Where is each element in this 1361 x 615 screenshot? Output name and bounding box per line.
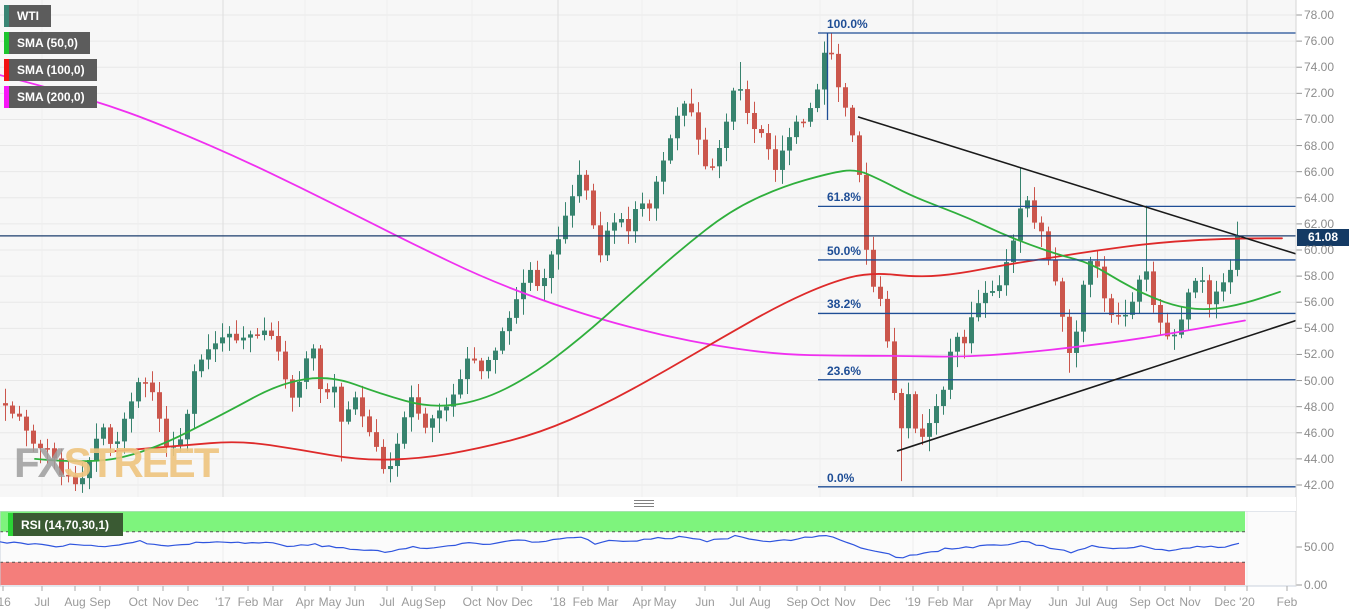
time-axis-label: Sep — [1129, 595, 1151, 609]
time-axis-label: '19 — [905, 595, 921, 609]
price-axis-label: 46.00 — [1304, 425, 1335, 440]
sma100-color-swatch — [4, 59, 9, 81]
fxstreet-watermark: FXSTREET — [14, 439, 220, 486]
rsi-axis-label: 0.00 — [1304, 578, 1328, 592]
time-axis-label: Sep — [89, 595, 111, 609]
time-axis-label: Jun — [695, 595, 715, 609]
time-axis-label: Feb — [237, 595, 259, 609]
legend-sma100-label: SMA (100,0) — [17, 63, 85, 77]
fib-level-label: 38.2% — [827, 297, 862, 312]
price-axis-label: 64.00 — [1304, 190, 1335, 205]
panel-splitter[interactable] — [0, 497, 1296, 511]
time-axis-label: Jul — [34, 595, 50, 609]
legend-sma200-label: SMA (200,0) — [17, 90, 85, 104]
time-axis-label: Jun — [1048, 595, 1068, 609]
time-axis-label: Feb — [1276, 595, 1298, 609]
time-axis-label: Oct — [128, 595, 148, 609]
time-axis-label: Apr — [987, 595, 1007, 609]
time-axis-label: Apr — [632, 595, 652, 609]
fib-level-label: 0.0% — [827, 470, 855, 485]
price-axis-label: 76.00 — [1304, 34, 1335, 49]
price-axis-label: 66.00 — [1304, 164, 1335, 179]
fib-level-label: 100.0% — [827, 17, 868, 32]
wti-color-swatch — [4, 5, 9, 27]
rsi-axis-label: 50.00 — [1304, 540, 1335, 554]
legend-wti[interactable]: WTI — [4, 5, 51, 27]
time-axis-label: May — [318, 595, 342, 609]
price-axis-label: 74.00 — [1304, 60, 1335, 75]
sma200-color-swatch — [4, 86, 9, 108]
fib-level-label: 50.0% — [827, 243, 862, 258]
time-axis-label: Nov — [486, 595, 508, 609]
legend-wti-label: WTI — [17, 9, 39, 23]
time-axis-label: Feb — [927, 595, 949, 609]
price-axis-label: 58.00 — [1304, 269, 1335, 284]
price-axis-label: 68.00 — [1304, 138, 1335, 153]
time-axis-label: May — [1008, 595, 1032, 609]
splitter-grip-icon[interactable] — [634, 500, 654, 507]
time-axis-label: Dec — [177, 595, 199, 609]
fib-level-label: 23.6% — [827, 363, 862, 378]
time-axis-label: Oct — [1155, 595, 1175, 609]
price-axis-label: 42.00 — [1304, 478, 1335, 492]
time-axis-label: Jul — [729, 595, 745, 609]
time-axis-label: Jul — [379, 595, 395, 609]
price-axis-label: 54.00 — [1304, 321, 1335, 336]
time-axis-label: Aug — [749, 595, 771, 609]
time-axis-label: Dec — [869, 595, 891, 609]
time-axis-label: Jun — [345, 595, 365, 609]
time-axis-label: Oct — [810, 595, 830, 609]
price-axis-label: 44.00 — [1304, 451, 1335, 466]
time-axis-label: Mar — [262, 595, 284, 609]
price-axis-label: 50.00 — [1304, 373, 1335, 388]
time-axis-label: Feb — [572, 595, 594, 609]
legend-sma100[interactable]: SMA (100,0) — [4, 59, 97, 81]
time-axis-label: Mar — [597, 595, 619, 609]
watermark-fx: FX — [14, 439, 66, 486]
time-axis-label: '18 — [550, 595, 566, 609]
sma50-color-swatch — [4, 32, 9, 54]
time-axis-label: Dec — [1214, 595, 1236, 609]
legend-sma50[interactable]: SMA (50,0) — [4, 32, 90, 54]
time-axis-label: Nov — [834, 595, 856, 609]
price-axis-label: 62.00 — [1304, 216, 1335, 231]
rsi-legend-label: RSI (14,70,30,1) — [21, 517, 110, 532]
time-axis-label: Nov — [152, 595, 174, 609]
rsi-color-swatch — [8, 513, 13, 536]
price-axis-label: 56.00 — [1304, 295, 1335, 310]
time-axis-label: Nov — [1179, 595, 1201, 609]
legend-sma50-label: SMA (50,0) — [17, 36, 78, 50]
time-axis-label: Apr — [295, 595, 315, 609]
time-axis-label: Mar — [952, 595, 974, 609]
time-axis-label: '20 — [1239, 595, 1255, 609]
time-axis-label: Aug — [401, 595, 423, 609]
time-axis-label: Oct — [462, 595, 482, 609]
time-axis-label: May — [653, 595, 677, 609]
time-axis-label: Sep — [424, 595, 446, 609]
time-axis-label: Dec — [511, 595, 533, 609]
time-axis-label: '17 — [215, 595, 231, 609]
time-axis-label: Aug — [64, 595, 86, 609]
price-axis-label: 60.00 — [1304, 243, 1335, 257]
price-axis-label: 72.00 — [1304, 86, 1335, 101]
time-axis-label: Aug — [1096, 595, 1118, 609]
time-axis-label: '16 — [0, 595, 11, 609]
price-axis-label: 52.00 — [1304, 347, 1335, 362]
legend-sma200[interactable]: SMA (200,0) — [4, 86, 97, 108]
fib-level-label: 61.8% — [827, 190, 862, 205]
price-axis-label: 78.00 — [1304, 8, 1335, 22]
price-axis-label: 48.00 — [1304, 399, 1335, 414]
price-axis-label: 70.00 — [1304, 112, 1335, 127]
watermark-street: STREET — [63, 439, 220, 486]
time-axis-label: Sep — [786, 595, 808, 609]
time-axis-label: Jul — [1075, 595, 1091, 609]
rsi-legend[interactable]: RSI (14,70,30,1) — [8, 513, 124, 536]
current-price-tag: 61.08 — [1297, 229, 1349, 246]
